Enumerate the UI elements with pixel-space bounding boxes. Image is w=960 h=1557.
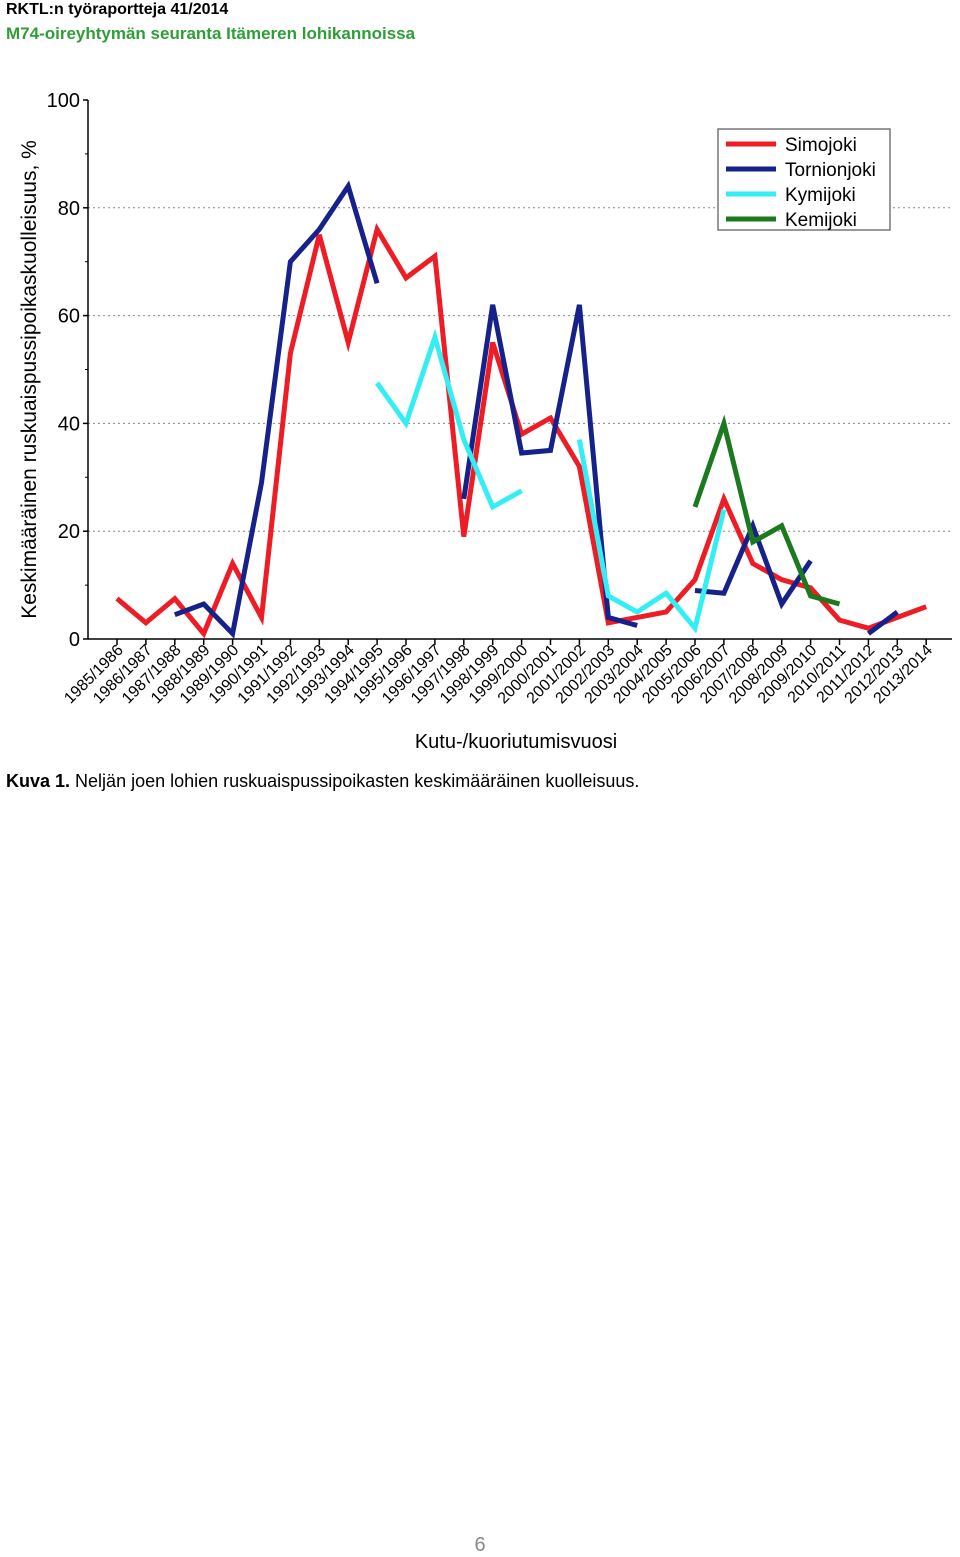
legend-label-kymijoki: Kymijoki xyxy=(785,185,856,206)
series-line-tornionjoki xyxy=(461,304,638,628)
series-line-kemijoki xyxy=(692,414,841,607)
series-line-kymijoki xyxy=(576,439,727,634)
y-tick-label: 60 xyxy=(58,306,80,328)
caption-label: Kuva 1. xyxy=(6,771,71,791)
series-line-tornionjoki xyxy=(173,180,380,639)
page-number: 6 xyxy=(474,1534,486,1556)
y-axis-title: Keskimääräinen ruskuaispussipoikaskuolle… xyxy=(18,140,41,619)
y-tick-label: 100 xyxy=(47,90,80,112)
x-axis-title: Kutu-/kuoriutumisvuosi xyxy=(415,731,617,753)
series-line-simojoki xyxy=(115,222,928,639)
caption-text: Neljän joen lohien ruskuaispussipoikaste… xyxy=(75,771,640,791)
series-line-tornionjoki xyxy=(866,609,899,636)
mortality-line-chart: 0204060801001985/19861986/19871987/19881… xyxy=(18,90,952,753)
legend-label-simojoki: Simojoki xyxy=(785,135,857,156)
series-line-tornionjoki xyxy=(694,519,813,610)
y-tick-label: 40 xyxy=(58,413,80,435)
figure-caption: Kuva 1. Neljän joen lohien ruskuaispussi… xyxy=(6,771,639,792)
report-title-header: M74-oireyhtymän seuranta Itämeren lohika… xyxy=(6,24,416,43)
series-line-kymijoki xyxy=(375,328,523,511)
y-tick-label: 20 xyxy=(58,521,80,543)
legend-label-kemijoki: Kemijoki xyxy=(785,210,857,231)
report-series-header: RKTL:n työraportteja 41/2014 xyxy=(6,1,229,18)
legend-label-tornionjoki: Tornionjoki xyxy=(785,160,876,181)
y-tick-label: 80 xyxy=(58,198,80,220)
y-tick-label: 0 xyxy=(69,629,80,651)
